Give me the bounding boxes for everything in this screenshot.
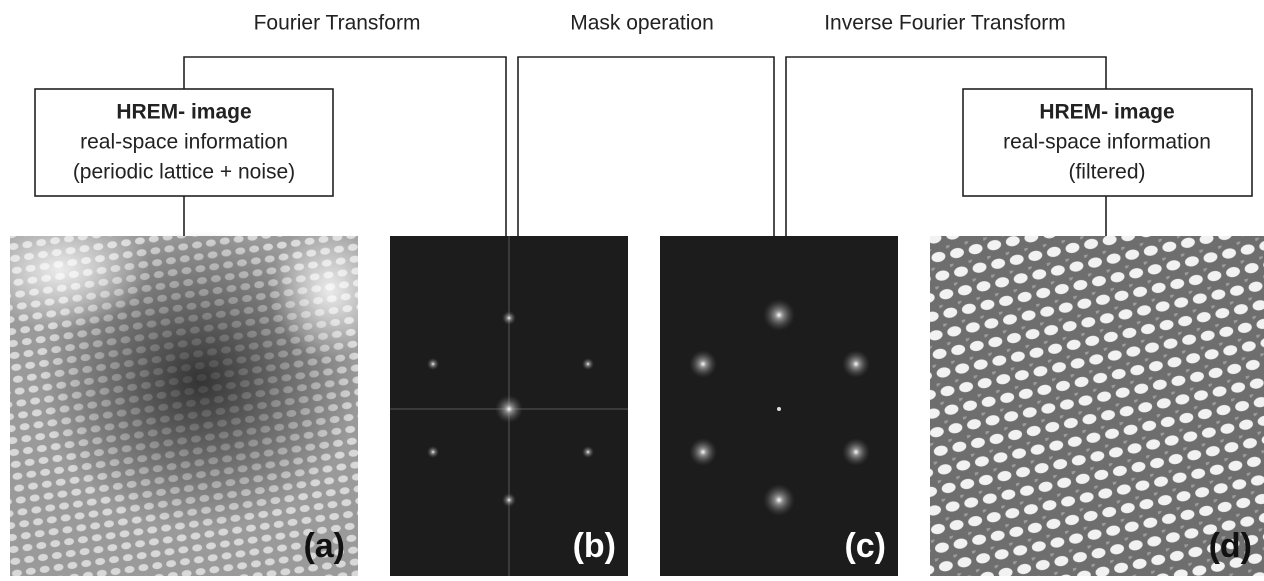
spot <box>582 446 594 458</box>
box-line: real-space information <box>1003 131 1211 154</box>
image <box>660 236 898 576</box>
box-line: (periodic lattice + noise) <box>73 161 295 184</box>
step-label: Inverse Fourier Transform <box>824 12 1066 35</box>
spot <box>427 446 439 458</box>
panel-label: (c) <box>844 527 886 565</box>
spot <box>502 493 516 507</box>
panel-label: (d) <box>1209 527 1252 565</box>
shade <box>270 220 390 360</box>
connector <box>518 57 774 236</box>
spot <box>763 299 795 331</box>
box-line: (filtered) <box>1068 161 1145 184</box>
spot <box>582 358 594 370</box>
spot <box>495 395 523 423</box>
panel-label: (b) <box>573 527 616 565</box>
spot <box>777 407 781 411</box>
step-label: Mask operation <box>570 12 714 35</box>
spot <box>502 311 516 325</box>
spot <box>427 358 439 370</box>
panel-b: (b) <box>390 236 628 576</box>
panel-a: (a) <box>0 210 390 576</box>
spot <box>689 350 717 378</box>
panel-label: (a) <box>303 527 345 565</box>
figure: Fourier Transform Mask operation Inverse… <box>0 0 1264 576</box>
box-line: real-space information <box>80 131 288 154</box>
spot <box>689 438 717 466</box>
box-title: HREM- image <box>116 101 251 124</box>
image <box>930 236 1264 576</box>
spot <box>842 438 870 466</box>
box-title: HREM- image <box>1039 101 1174 124</box>
spot <box>763 484 795 516</box>
spot <box>842 350 870 378</box>
panel-c: (c) <box>660 236 898 576</box>
panel-d: (d) <box>930 236 1264 576</box>
step-label: Fourier Transform <box>254 12 421 35</box>
